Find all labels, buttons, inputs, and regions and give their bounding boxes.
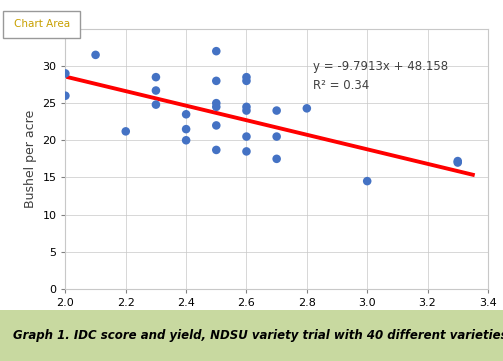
Point bbox=[363, 178, 371, 184]
Point bbox=[212, 78, 220, 84]
Point bbox=[182, 138, 190, 143]
Point bbox=[454, 158, 462, 164]
Point bbox=[242, 78, 250, 84]
Point bbox=[273, 108, 281, 113]
Point bbox=[212, 104, 220, 110]
Point bbox=[152, 74, 160, 80]
Point bbox=[273, 134, 281, 139]
Point bbox=[242, 134, 250, 139]
Point bbox=[92, 52, 100, 58]
Point bbox=[61, 70, 69, 76]
Point bbox=[182, 126, 190, 132]
Point bbox=[242, 74, 250, 80]
Point bbox=[212, 100, 220, 106]
Point bbox=[182, 112, 190, 117]
Point bbox=[212, 122, 220, 128]
Point bbox=[242, 108, 250, 113]
Point bbox=[242, 148, 250, 154]
Point bbox=[273, 156, 281, 162]
Text: y = -9.7913x + 48.158
R² = 0.34: y = -9.7913x + 48.158 R² = 0.34 bbox=[313, 60, 448, 92]
Text: Graph 1. IDC score and yield, NDSU variety trial with 40 different varieties.: Graph 1. IDC score and yield, NDSU varie… bbox=[13, 329, 503, 342]
Point bbox=[61, 93, 69, 99]
Text: Chart Area: Chart Area bbox=[14, 19, 70, 29]
Point bbox=[122, 129, 130, 134]
Point bbox=[242, 104, 250, 110]
Y-axis label: Bushel per acre: Bushel per acre bbox=[24, 110, 37, 208]
Point bbox=[212, 147, 220, 153]
Point bbox=[454, 160, 462, 165]
Point bbox=[152, 88, 160, 93]
Point bbox=[303, 105, 311, 111]
Point bbox=[152, 102, 160, 108]
Point bbox=[212, 48, 220, 54]
X-axis label: Iron Deficiency Chlorosis Score: Iron Deficiency Chlorosis Score bbox=[180, 313, 374, 326]
